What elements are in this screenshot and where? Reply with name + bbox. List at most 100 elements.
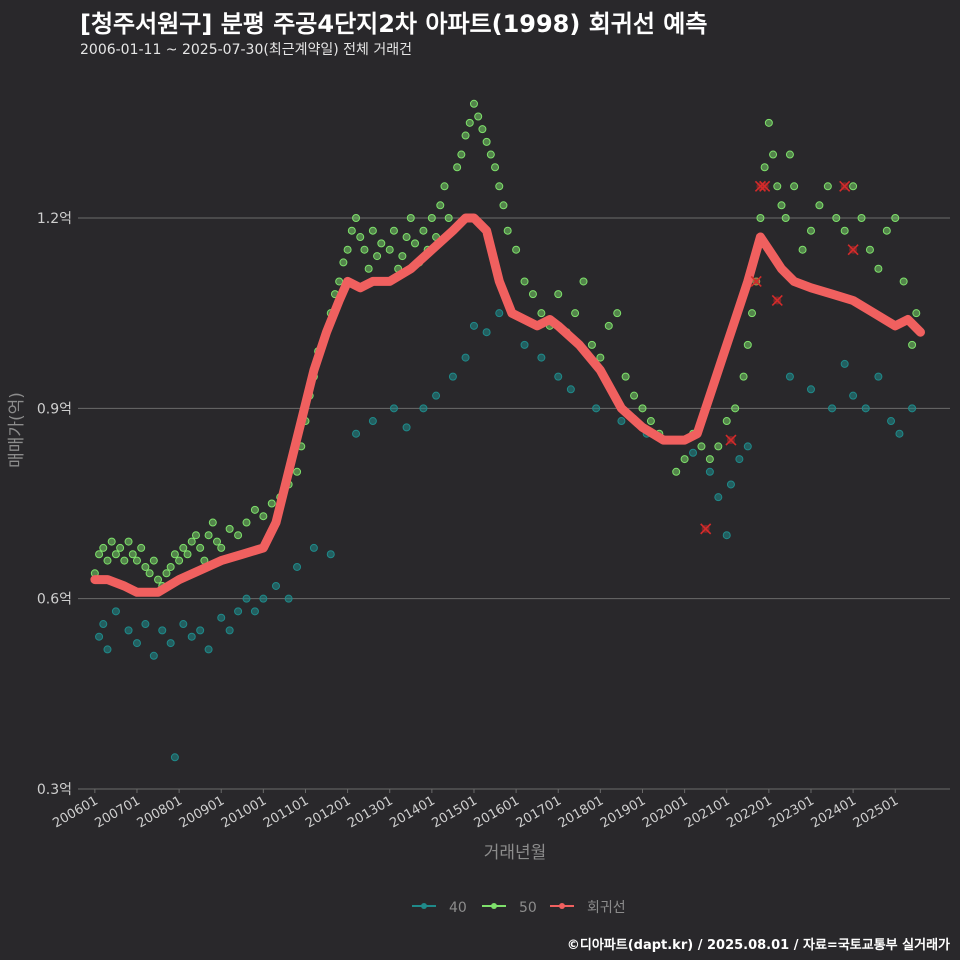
series-40-point: [234, 607, 243, 616]
series-50-point: [225, 524, 234, 533]
legend-item-40: 40: [412, 900, 467, 916]
series-40-point: [99, 620, 108, 629]
series-40-point: [743, 442, 752, 451]
x-tick-label: 202501: [851, 793, 901, 831]
outlier-marker: [700, 523, 712, 535]
y-tick-label: 0.3억: [37, 782, 72, 798]
y-axis-label: 매매가(억): [7, 392, 27, 468]
series-50-point: [478, 125, 487, 134]
series-40-point: [132, 639, 141, 648]
series-40-point: [828, 404, 837, 413]
y-tick-label: 0.6억: [37, 592, 72, 608]
series-50-point: [204, 531, 213, 540]
series-50-point: [132, 556, 141, 565]
series-50-point: [773, 182, 782, 191]
series-40-point: [402, 423, 411, 432]
series-50-point: [398, 252, 407, 261]
x-tick-label: 201701: [514, 793, 564, 831]
series-50-point: [781, 214, 790, 222]
series-50-point: [537, 309, 546, 318]
series-50-point: [638, 404, 647, 413]
series-50-point: [769, 150, 778, 159]
series-40-point: [461, 353, 470, 362]
series-50-point: [343, 245, 352, 254]
series-40-point: [352, 429, 361, 438]
legend-label-40: 40: [449, 900, 467, 916]
series-50-point: [495, 182, 504, 191]
x-tick-labels: 2006012007012008012009012010012011012012…: [50, 789, 901, 831]
series-40-point: [242, 594, 251, 603]
series-50-point: [528, 290, 537, 299]
x-tick-label: 200801: [135, 793, 185, 831]
series-40-point: [326, 550, 335, 559]
series-50-point: [111, 550, 120, 559]
series-50-point: [453, 163, 462, 172]
series-50-point: [486, 150, 495, 159]
series-50-point: [389, 226, 398, 235]
series-40-point: [293, 562, 302, 571]
series-50-point: [630, 391, 639, 400]
series-50-point: [107, 537, 116, 546]
series-50-point: [128, 550, 137, 559]
series-50-point: [613, 309, 622, 318]
series-50-point: [512, 245, 521, 254]
x-tick-label: 200701: [92, 793, 142, 831]
series-50-point: [596, 353, 605, 362]
series-50-point: [849, 182, 858, 191]
series-40-point: [432, 391, 441, 400]
series-40-point: [689, 448, 698, 457]
series-40-point: [495, 309, 504, 318]
x-tick-label: 200901: [177, 793, 227, 831]
series-50-point: [491, 163, 500, 172]
series-50-point: [680, 455, 689, 464]
series-50-point: [840, 226, 849, 235]
x-tick-label: 202001: [640, 793, 690, 831]
series-50-point: [823, 182, 832, 191]
series-40-point: [149, 651, 158, 660]
series-50-point: [722, 417, 731, 426]
x-tick-label: 201101: [261, 793, 311, 831]
series-40-point: [895, 429, 904, 438]
series-40-point: [419, 404, 428, 413]
series-40-point: [158, 626, 167, 635]
series-50-point: [579, 277, 588, 286]
legend-item-regression: 회귀선: [550, 900, 626, 916]
legend-item-50: 50: [482, 900, 537, 916]
series-50-point: [356, 233, 365, 242]
series-40-point: [705, 467, 714, 476]
series-50-point: [145, 569, 154, 578]
series-50-point: [364, 264, 373, 273]
x-tick-label: 202401: [809, 793, 859, 831]
series-40-point: [722, 531, 731, 540]
series-40-point: [368, 417, 377, 426]
series-50-point: [899, 277, 908, 286]
legend-label-50: 50: [519, 900, 537, 916]
series-40-point: [554, 372, 563, 381]
y-tick-labels: 0.3억 0.6억 0.9억 1.2억: [37, 211, 72, 798]
series-50-point: [137, 543, 146, 552]
series-50-point: [352, 214, 361, 222]
series-50-point: [756, 214, 765, 222]
series-50-point: [217, 543, 226, 552]
chart-subtitle: 2006-01-11 ~ 2025-07-30(최근계약일) 전체 거래건: [80, 42, 412, 58]
series-50-point: [743, 340, 752, 349]
series-50-point: [554, 290, 563, 299]
series-50-point: [798, 245, 807, 254]
series-50-point: [571, 309, 580, 318]
series-50-point: [457, 150, 466, 159]
series-40-point: [617, 417, 626, 426]
series-40-point: [271, 581, 280, 590]
series-40-point: [448, 372, 457, 381]
series-50-point: [604, 321, 613, 330]
x-tick-label: 200601: [50, 793, 100, 831]
outlier-marker: [725, 434, 737, 446]
series-50-point: [912, 309, 921, 318]
series-50-point: [368, 226, 377, 235]
legend: 40 50 회귀선: [412, 900, 626, 916]
series-50-points: [90, 99, 921, 590]
series-50-point: [874, 264, 883, 273]
chart-title: [청주서원구] 분평 주공4단지2차 아파트(1998) 회귀선 예측: [80, 10, 708, 38]
series-50-point: [482, 137, 491, 146]
series-50-point: [187, 537, 196, 546]
series-50-point: [748, 309, 757, 318]
